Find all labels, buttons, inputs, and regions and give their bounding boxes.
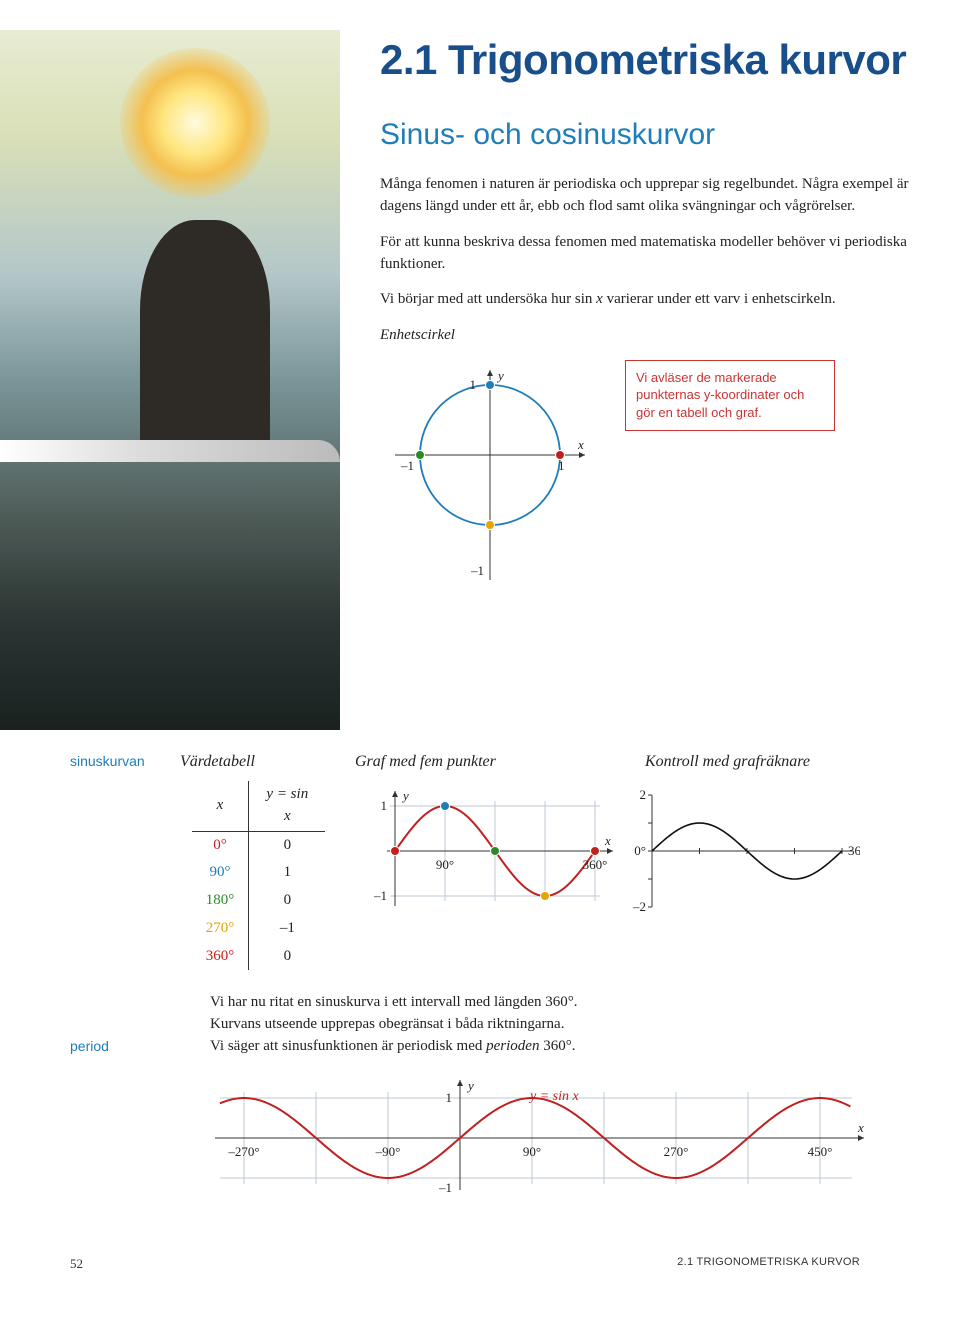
- intro-paragraph-2: För att kunna beskriva dessa fenomen med…: [380, 232, 910, 276]
- svg-text:1: 1: [558, 458, 565, 473]
- table-row: 360°: [192, 943, 249, 971]
- vardetabell-label: Värdetabell: [180, 750, 355, 773]
- kontroll-label: Kontroll med grafräknare: [645, 750, 810, 773]
- intro-p3-prefix: Vi börjar med att undersöka hur sin: [380, 291, 596, 307]
- period-line3: Vi säger att sinusfunktionen är periodis…: [210, 1036, 860, 1058]
- intro-paragraph-1: Många fenomen i naturen är periodiska oc…: [380, 174, 910, 218]
- svg-text:360°: 360°: [583, 857, 608, 872]
- page-footer: 52 2.1 trigonometriska kurvor: [0, 1215, 910, 1294]
- period-graph: y x 1 –1 –270° –90° 90° 270° 450° y = sin x: [210, 1068, 890, 1208]
- table-row: 180°: [192, 887, 249, 915]
- svg-text:y: y: [496, 368, 504, 383]
- svg-text:y: y: [401, 788, 409, 803]
- intro-p3-suffix: varierar under ett varv i enhetscirkeln.: [603, 291, 836, 307]
- svg-text:–2: –2: [632, 899, 646, 914]
- sinuskurvan-label: sinuskurvan: [70, 751, 180, 771]
- five-point-graph: y x 1 –1 90° 360°: [355, 781, 617, 921]
- intro-paragraph-3: Vi börjar med att undersöka hur sin x va…: [380, 289, 910, 311]
- svg-text:y: y: [466, 1078, 474, 1093]
- table-head-y: y = sin x: [249, 781, 326, 831]
- period-line2: Kurvans utseende upprepas obegränsat i b…: [210, 1014, 860, 1036]
- unit-circle-callout: Vi avläser de markerade punkternas y-koo…: [625, 360, 835, 431]
- table-row: 0°: [192, 831, 249, 859]
- chapter-title: 2.1 Trigonometriska kurvor: [40, 30, 910, 91]
- svg-text:90°: 90°: [523, 1144, 541, 1159]
- unit-circle-block: Enhetscirkel 1 1 –1 –1 y x Vi avläser de mark…: [380, 325, 910, 615]
- svg-text:–1: –1: [438, 1180, 452, 1195]
- table-head-x: x: [192, 781, 249, 831]
- intro-p3-var: x: [596, 291, 603, 307]
- sinuskurvan-section: sinuskurvan Värdetabell Graf med fem pun…: [0, 730, 910, 1215]
- svg-text:y = sin x: y = sin x: [528, 1089, 579, 1104]
- svg-text:–1: –1: [470, 563, 484, 578]
- svg-text:2: 2: [640, 787, 647, 802]
- svg-text:–1: –1: [373, 888, 387, 903]
- svg-text:360°: 360°: [848, 843, 860, 858]
- period-summary: Vi har nu ritat en sinuskurva i ett inte…: [210, 992, 860, 1057]
- svg-text:–1: –1: [400, 458, 414, 473]
- svg-text:x: x: [604, 833, 611, 848]
- svg-text:90°: 90°: [436, 857, 454, 872]
- footer-reference: 2.1 trigonometriska kurvor: [677, 1255, 860, 1274]
- period-line1: Vi har nu ritat en sinuskurva i ett inte…: [210, 992, 860, 1014]
- svg-text:450°: 450°: [808, 1144, 833, 1159]
- table-row: 270°: [192, 915, 249, 943]
- svg-text:–90°: –90°: [375, 1144, 401, 1159]
- value-table: x y = sin x 0°090°1180°0270°–1360°0: [192, 781, 326, 970]
- unit-circle-label: Enhetscirkel: [380, 325, 910, 347]
- calculator-graph: 2 –2 0° 360°: [617, 781, 860, 921]
- section-title: Sinus- och cosinuskurvor: [40, 113, 910, 157]
- svg-text:1: 1: [446, 1090, 453, 1105]
- svg-text:x: x: [857, 1120, 864, 1135]
- svg-text:–270°: –270°: [227, 1144, 259, 1159]
- svg-text:x: x: [577, 437, 584, 452]
- svg-text:0°: 0°: [635, 843, 647, 858]
- page-number: 52: [70, 1255, 83, 1274]
- period-label: period: [70, 1036, 180, 1056]
- table-row: 90°: [192, 859, 249, 887]
- unit-circle-diagram: 1 1 –1 –1 y x: [380, 355, 600, 615]
- svg-text:1: 1: [470, 377, 477, 392]
- svg-text:270°: 270°: [664, 1144, 689, 1159]
- graf-label: Graf med fem punkter: [355, 750, 645, 773]
- svg-text:1: 1: [381, 798, 388, 813]
